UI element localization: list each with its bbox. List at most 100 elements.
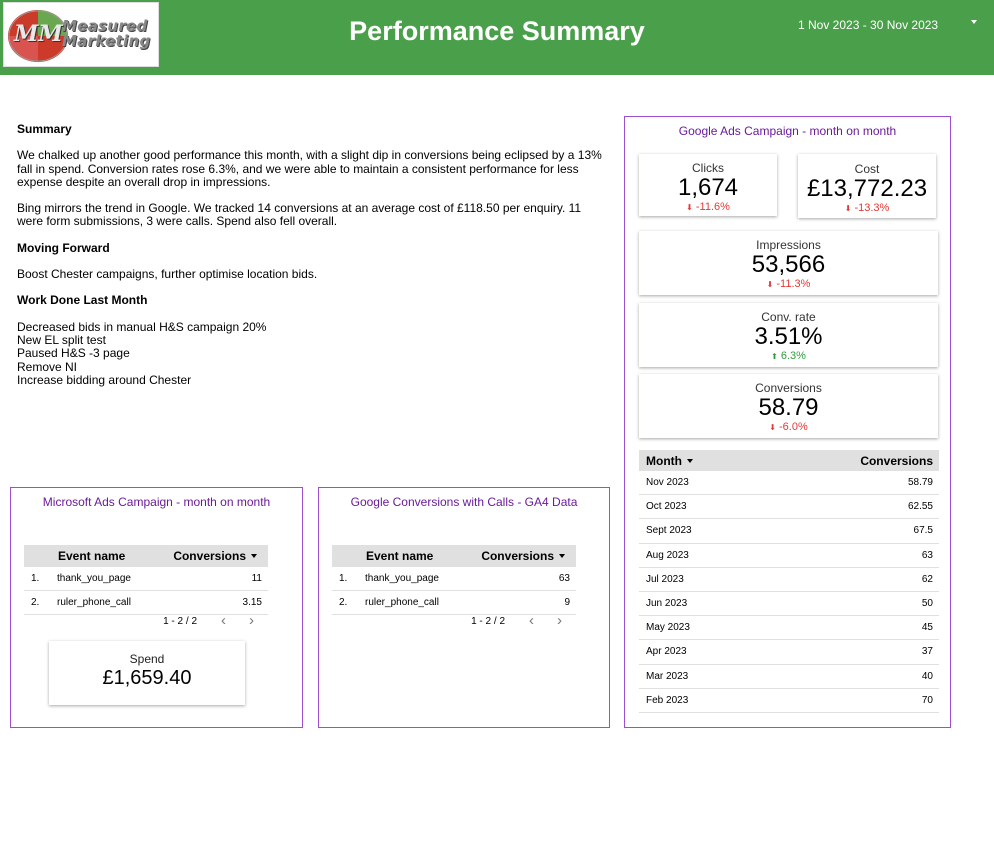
microsoft-ads-panel-title: Microsoft Ads Campaign - month on month	[42, 495, 271, 509]
chevron-left-icon[interactable]: ‹	[221, 612, 226, 629]
spend-label: Spend	[129, 652, 165, 666]
conv-rate-label: Conv. rate	[761, 310, 816, 324]
impressions-delta: ⬇ -11.3%	[639, 278, 938, 290]
column-header-conversions[interactable]: Conversions	[481, 549, 565, 563]
chevron-right-icon[interactable]: ›	[557, 612, 562, 629]
clicks-delta-value: -11.6%	[695, 201, 730, 213]
row-number: 1.	[31, 573, 40, 584]
microsoft-events-table: Event name Conversions 1. thank_you_page…	[24, 545, 268, 629]
monthly-conversions-table: Month Conversions Nov 2023 58.79 Oct 2023…	[639, 450, 939, 713]
ga4-panel-title: Google Conversions with Calls - GA4 Data	[350, 495, 578, 509]
month-cell: Feb 2023	[646, 694, 689, 706]
chevron-left-icon[interactable]: ‹	[529, 612, 534, 629]
column-header-month-label: Month	[646, 454, 682, 468]
table-row: Mar 2023 40	[639, 665, 939, 689]
google-ads-panel-title: Google Ads Campaign - month on month	[678, 124, 897, 138]
report-header: Measured Marketing MM Performance Summar…	[0, 0, 994, 75]
month-cell: May 2023	[646, 622, 690, 634]
table-row: 2. ruler_phone_call 3.15	[24, 591, 268, 615]
conversions-cell: 67.5	[913, 525, 933, 537]
impressions-label: Impressions	[756, 238, 821, 252]
ga4-events-table: Event name Conversions 1. thank_you_page…	[332, 545, 576, 629]
conv-rate-value: 3.51%	[754, 323, 823, 350]
cost-label: Cost	[854, 162, 880, 176]
column-header-conversions[interactable]: Conversions	[860, 454, 933, 468]
event-name-cell: thank_you_page	[365, 573, 439, 584]
date-range-picker[interactable]: 1 Nov 2023 - 30 Nov 2023	[776, 12, 984, 38]
work-done-item: New EL split test	[17, 332, 106, 347]
conversions-cell: 70	[921, 694, 933, 706]
conv-rate-delta: ⬆ 6.3%	[639, 350, 938, 362]
table-pagination: 1 - 2 / 2 ‹ ›	[326, 612, 570, 632]
work-done-item: Remove NI	[17, 359, 78, 374]
table-row: Oct 2023 62.55	[639, 495, 939, 520]
summary-text-block: Summary We chalked up another good perfo…	[17, 122, 607, 387]
row-number: 1.	[339, 573, 348, 584]
impressions-scorecard: Impressions 53,566 ⬇ -11.3%	[639, 231, 938, 295]
impressions-value: 53,566	[751, 251, 826, 278]
conversions-label: Conversions	[755, 381, 822, 395]
conversions-scorecard: Conversions 58.79 ⬇ -6.0%	[639, 374, 938, 438]
column-header-month[interactable]: Month	[646, 454, 693, 468]
conversions-cell: 63	[558, 573, 570, 584]
table-row: Jul 2023 62	[639, 568, 939, 592]
work-done-item: Increase bidding around Chester	[17, 372, 192, 387]
impressions-delta-value: -11.3%	[776, 278, 811, 290]
month-cell: Jul 2023	[646, 573, 684, 585]
column-header-event-name[interactable]: Event name	[58, 549, 126, 563]
conversions-cell: 40	[921, 670, 933, 682]
clicks-value: 1,674	[677, 174, 739, 201]
table-row: Jun 2023 50	[639, 592, 939, 617]
logo-line-2: Marketing	[62, 32, 151, 50]
table-row: 1. thank_you_page 11	[24, 567, 268, 591]
logo-initials: MM	[14, 21, 63, 47]
table-header: Event name Conversions	[24, 545, 268, 567]
clicks-scorecard: Clicks 1,674 ⬇ -11.6%	[639, 154, 777, 216]
conv-rate-delta-value: 6.3%	[780, 350, 806, 362]
arrow-down-icon: ⬇	[769, 423, 776, 432]
sort-desc-icon	[686, 459, 693, 463]
conversions-delta: ⬇ -6.0%	[639, 421, 938, 433]
caret-down-icon	[971, 20, 977, 24]
conversions-cell: 50	[921, 597, 933, 609]
work-done-item: Paused H&S -3 page	[17, 346, 130, 361]
conversions-cell: 62	[921, 573, 933, 585]
row-number: 2.	[339, 597, 348, 608]
work-done-heading: Work Done Last Month	[17, 293, 148, 308]
table-row: May 2023 45	[639, 616, 939, 641]
ga4-conversions-panel: Google Conversions with Calls - GA4 Data…	[318, 487, 610, 728]
conversions-cell: 9	[564, 597, 570, 608]
summary-paragraph-1: We chalked up another good performance t…	[17, 148, 602, 189]
table-row: Sept 2023 67.5	[639, 519, 939, 544]
table-row: Feb 2023 70	[639, 689, 939, 713]
column-header-event-name[interactable]: Event name	[366, 549, 434, 563]
pagination-range: 1 - 2 / 2	[163, 616, 197, 627]
sort-desc-icon	[251, 554, 257, 558]
spend-value: £1,659.40	[102, 667, 192, 689]
page-title: Performance Summary	[349, 16, 645, 46]
work-done-list: Decreased bids in manual H&S campaign 20…	[17, 320, 607, 387]
arrow-down-icon: ⬇	[766, 280, 774, 289]
table-row: Nov 2023 58.79	[639, 471, 939, 496]
table-pagination: 1 - 2 / 2 ‹ ›	[18, 612, 262, 632]
column-header-conversions[interactable]: Conversions	[173, 549, 257, 563]
conversions-cell: 63	[921, 549, 933, 561]
spend-scorecard: Spend £1,659.40	[49, 641, 245, 705]
google-ads-panel: Google Ads Campaign - month on month Cli…	[624, 116, 951, 728]
month-cell: Sept 2023	[646, 525, 692, 537]
row-number: 2.	[31, 597, 40, 608]
arrow-up-icon: ⬆	[771, 352, 778, 361]
chevron-right-icon[interactable]: ›	[249, 612, 254, 629]
table-row: Apr 2023 37	[639, 640, 939, 665]
event-name-cell: ruler_phone_call	[365, 597, 439, 608]
column-header-conversions-label: Conversions	[481, 549, 554, 563]
company-logo: Measured Marketing MM	[3, 2, 159, 67]
conversions-cell: 58.79	[907, 477, 933, 488]
table-row: Aug 2023 63	[639, 544, 939, 568]
cost-delta: ⬇ -13.3%	[798, 202, 936, 214]
month-cell: Jun 2023	[646, 597, 688, 609]
event-name-cell: ruler_phone_call	[57, 597, 131, 608]
arrow-down-icon: ⬇	[844, 204, 852, 213]
date-range-value: 1 Nov 2023 - 30 Nov 2023	[798, 18, 939, 32]
column-header-conversions-label: Conversions	[173, 549, 246, 563]
